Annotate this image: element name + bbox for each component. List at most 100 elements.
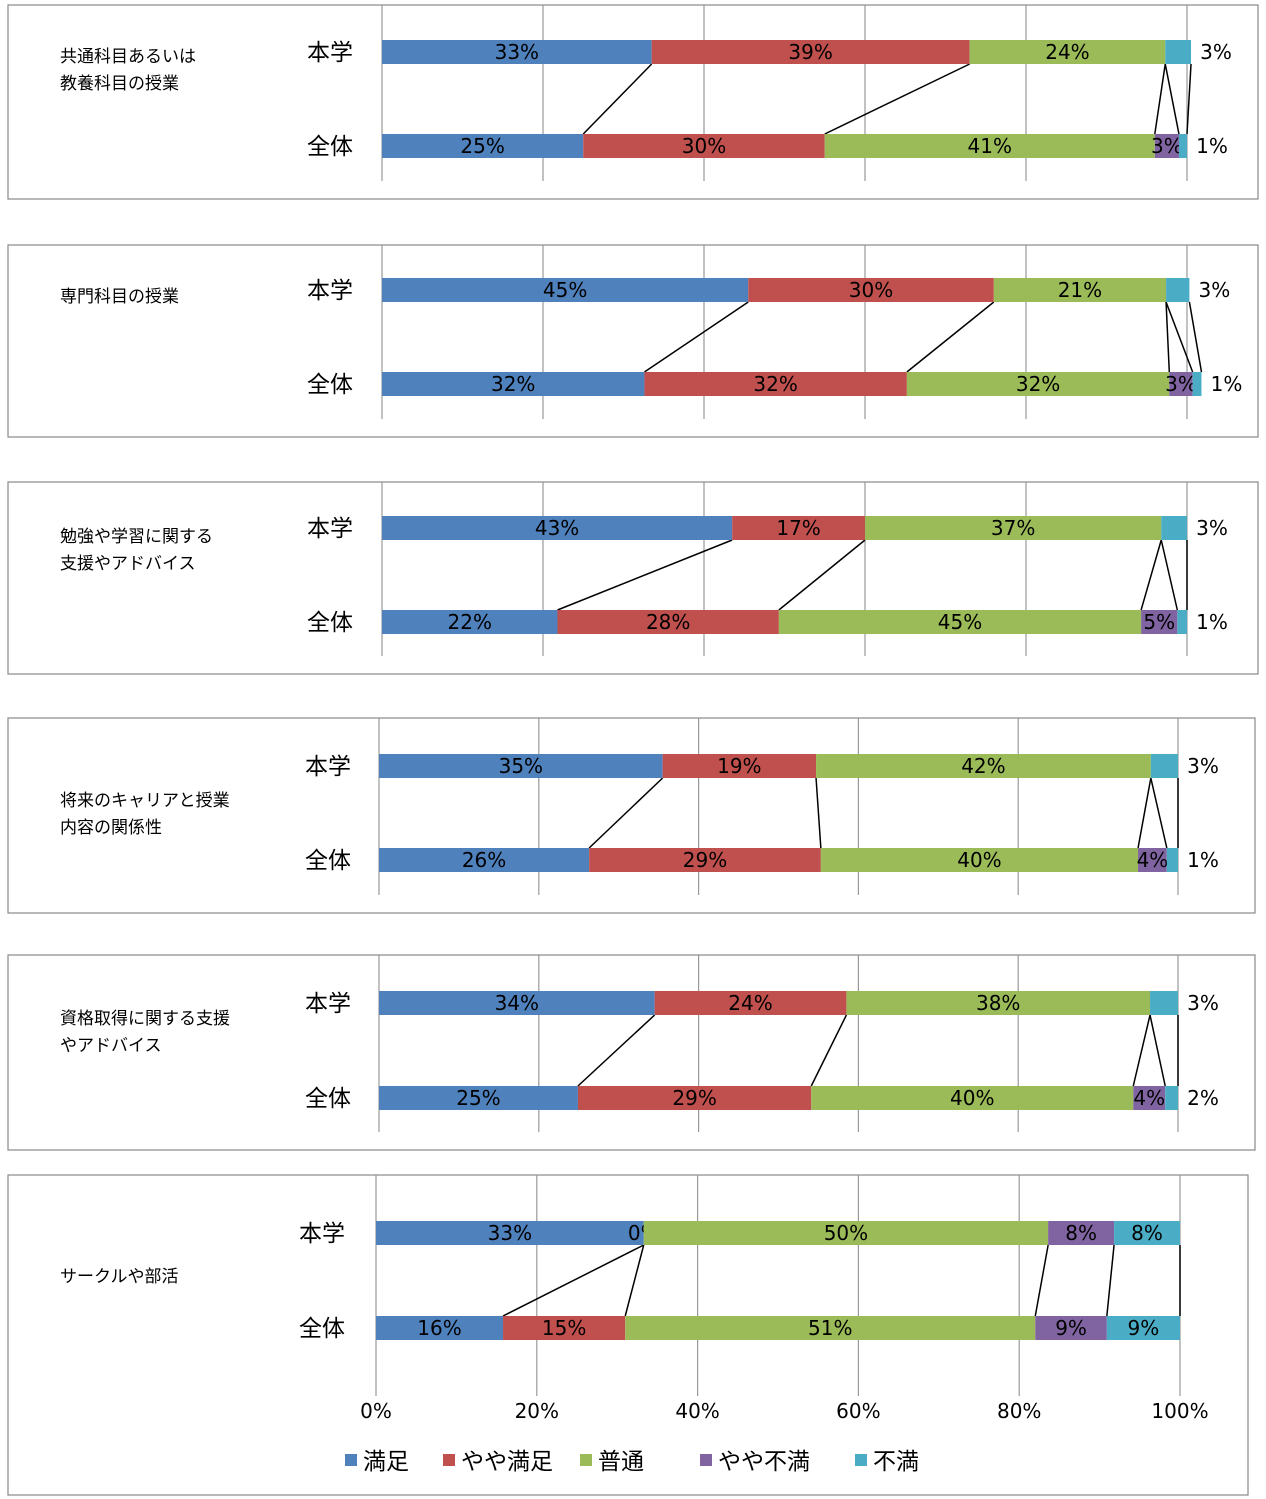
panel-frame bbox=[7, 244, 1259, 438]
bar-segment-満足 bbox=[382, 610, 558, 634]
row-label: 全体 bbox=[299, 1316, 345, 1342]
data-label: 34% bbox=[495, 991, 539, 1015]
bar-segment-やや満足 bbox=[651, 40, 970, 64]
data-label: 24% bbox=[1045, 40, 1089, 64]
bar-segment-普通 bbox=[625, 1316, 1036, 1340]
bar-segment-不満 bbox=[1177, 610, 1187, 634]
bar-segment-満足 bbox=[382, 278, 749, 302]
data-label: 28% bbox=[646, 610, 690, 634]
legend-label: 普通 bbox=[598, 1449, 644, 1475]
data-label: 9% bbox=[1055, 1316, 1087, 1340]
connector-line bbox=[1186, 63, 1192, 135]
row-label: 全体 bbox=[305, 1086, 351, 1112]
data-label: 22% bbox=[448, 610, 492, 634]
x-tick-label: 60% bbox=[836, 1399, 880, 1423]
bar-segment-不満 bbox=[1150, 991, 1178, 1015]
bar-segment-不満 bbox=[1165, 1086, 1178, 1110]
bar-segment-やや不満 bbox=[1048, 1221, 1115, 1245]
legend-label: 不満 bbox=[873, 1449, 919, 1475]
bar-segment-満足 bbox=[382, 40, 652, 64]
data-label: 32% bbox=[491, 372, 535, 396]
panel-frame bbox=[7, 481, 1259, 675]
data-label: 1% bbox=[1196, 134, 1228, 158]
bar-segment-普通 bbox=[824, 134, 1155, 158]
data-label: 50% bbox=[824, 1221, 868, 1245]
bar-segment-普通 bbox=[846, 991, 1151, 1015]
panel-title: 将来のキャリアと授業 bbox=[60, 791, 230, 811]
data-label: 3% bbox=[1200, 40, 1232, 64]
connector-line bbox=[1154, 63, 1167, 135]
data-label: 3% bbox=[1187, 754, 1219, 778]
row-label: 全体 bbox=[305, 848, 351, 874]
connector-line bbox=[1150, 777, 1168, 849]
bar-segment-満足 bbox=[379, 991, 655, 1015]
bar-segment-やや満足 bbox=[577, 1086, 812, 1110]
x-tick-label: 40% bbox=[675, 1399, 719, 1423]
connector-line bbox=[1132, 1014, 1151, 1087]
data-label: 42% bbox=[961, 754, 1005, 778]
panel-title: 教養科目の授業 bbox=[60, 74, 179, 94]
data-label: 41% bbox=[968, 134, 1012, 158]
data-label: 51% bbox=[808, 1316, 852, 1340]
bar-segment-満足 bbox=[376, 1221, 644, 1245]
panel-title: 勉強や学習に関する bbox=[60, 527, 213, 547]
row-label: 本学 bbox=[299, 1221, 345, 1247]
legend: 満足 やや満足 普通 やや不満 不満 bbox=[345, 1449, 919, 1475]
x-tick-label: 0% bbox=[360, 1399, 392, 1423]
bar-segment-不満 bbox=[1161, 516, 1187, 540]
bar-segment-やや満足 bbox=[557, 610, 779, 634]
bar-segment-やや不満 bbox=[1141, 610, 1178, 634]
connector-line bbox=[1106, 1244, 1115, 1317]
bar-segment-やや不満 bbox=[1154, 134, 1179, 158]
connector-line bbox=[906, 301, 995, 373]
x-tick-label: 20% bbox=[515, 1399, 559, 1423]
data-label: 35% bbox=[499, 754, 543, 778]
data-label: 19% bbox=[717, 754, 761, 778]
bar-segment-やや満足 bbox=[732, 516, 865, 540]
bar-segment-満足 bbox=[376, 1316, 504, 1340]
data-label: 9% bbox=[1128, 1316, 1160, 1340]
bar-segment-普通 bbox=[865, 516, 1162, 540]
data-label: 8% bbox=[1131, 1221, 1163, 1245]
x-tick-label: 100% bbox=[1151, 1399, 1208, 1423]
panel-frame bbox=[7, 717, 1256, 914]
data-label: 39% bbox=[788, 40, 832, 64]
bar-segment-不満 bbox=[1150, 754, 1178, 778]
data-label: 2% bbox=[1187, 1086, 1219, 1110]
bar-segment-やや満足 bbox=[503, 1316, 626, 1340]
legend-swatch bbox=[345, 1454, 357, 1466]
bar-segment-普通 bbox=[906, 372, 1170, 396]
row-label: 本学 bbox=[307, 516, 353, 542]
bar-segment-普通 bbox=[993, 278, 1167, 302]
data-label: 1% bbox=[1196, 610, 1228, 634]
data-label: 33% bbox=[495, 40, 539, 64]
row-label: 本学 bbox=[305, 754, 351, 780]
connector-line bbox=[502, 1244, 645, 1317]
bar-segment-やや不満 bbox=[1133, 1086, 1166, 1110]
bar-segment-やや満足 bbox=[748, 278, 994, 302]
row-label: 本学 bbox=[307, 40, 353, 66]
panel-title: 内容の関係性 bbox=[60, 818, 162, 838]
connector-line bbox=[810, 1014, 848, 1087]
data-label: 3% bbox=[1165, 372, 1197, 396]
data-label: 4% bbox=[1133, 1086, 1165, 1110]
bar-segment-普通 bbox=[643, 1221, 1049, 1245]
data-label: 30% bbox=[682, 134, 726, 158]
connector-line bbox=[815, 777, 822, 849]
data-label: 43% bbox=[535, 516, 579, 540]
data-label: 3% bbox=[1151, 134, 1183, 158]
connector-line bbox=[644, 301, 749, 373]
connector-line bbox=[824, 63, 970, 135]
data-label: 37% bbox=[991, 516, 1035, 540]
data-label: 3% bbox=[1199, 278, 1231, 302]
data-label: 4% bbox=[1137, 848, 1169, 872]
bar-segment-不満 bbox=[1192, 372, 1202, 396]
data-label: 40% bbox=[950, 1086, 994, 1110]
data-label: 33% bbox=[488, 1221, 532, 1245]
bar-segment-普通 bbox=[969, 40, 1166, 64]
data-label: 45% bbox=[543, 278, 587, 302]
bar-segment-やや不満 bbox=[1169, 372, 1193, 396]
